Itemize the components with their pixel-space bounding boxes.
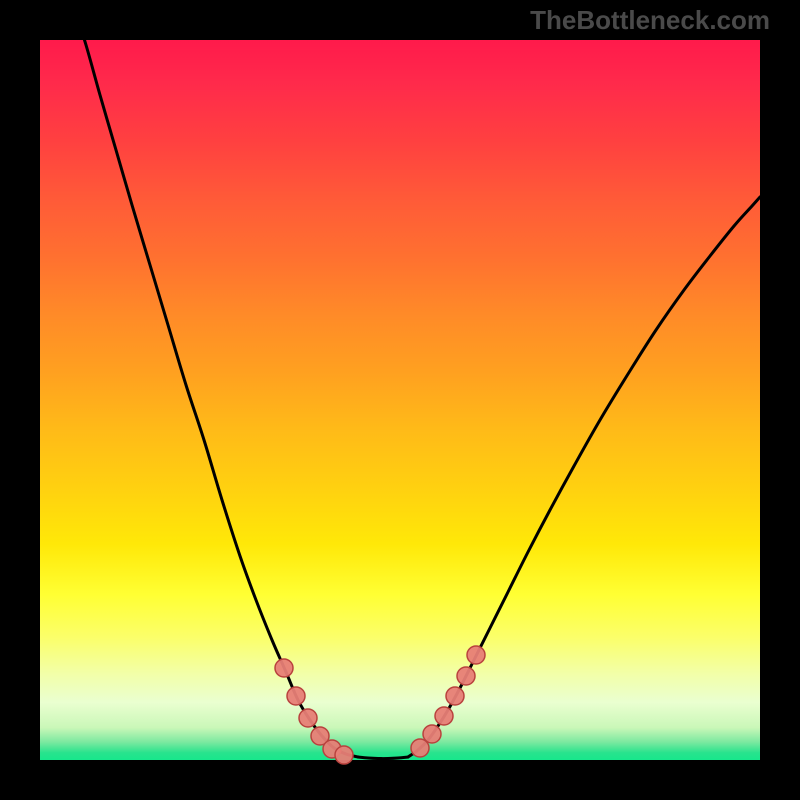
watermark-text: TheBottleneck.com xyxy=(530,5,770,36)
marker-right-2 xyxy=(435,707,453,725)
marker-right-5 xyxy=(467,646,485,664)
markers-left-group xyxy=(275,659,353,764)
marker-left-2 xyxy=(299,709,317,727)
bottleneck-curve-left xyxy=(74,8,358,757)
marker-left-1 xyxy=(287,687,305,705)
marker-right-4 xyxy=(457,667,475,685)
marker-right-1 xyxy=(423,725,441,743)
bottleneck-curve-floor xyxy=(358,757,408,759)
markers-right-group xyxy=(411,646,485,757)
marker-left-0 xyxy=(275,659,293,677)
marker-right-3 xyxy=(446,687,464,705)
chart-canvas: TheBottleneck.com xyxy=(0,0,800,800)
marker-left-5 xyxy=(335,746,353,764)
curve-layer xyxy=(0,0,800,800)
